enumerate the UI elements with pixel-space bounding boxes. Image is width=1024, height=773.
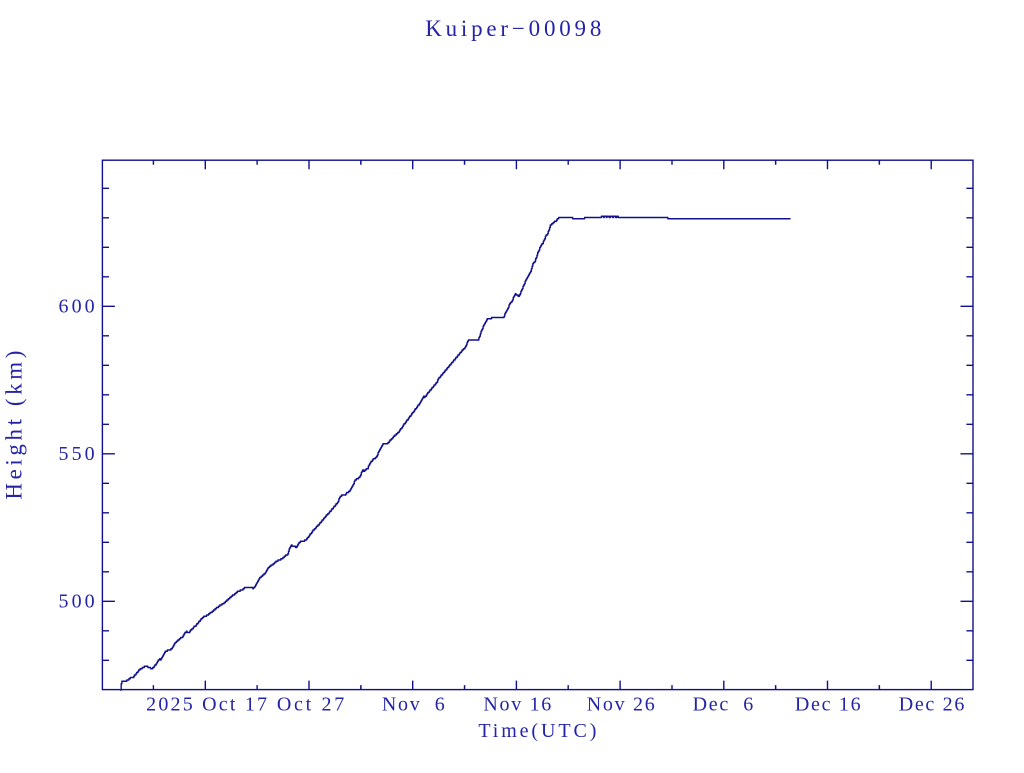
svg-text:Kuiper−00098: Kuiper−00098 — [425, 16, 605, 41]
svg-text:Dec 26: Dec 26 — [899, 693, 966, 715]
svg-text:600: 600 — [58, 296, 97, 318]
svg-text:Nov 6: Nov 6 — [382, 693, 447, 715]
svg-text:Oct 27: Oct 27 — [277, 693, 347, 715]
svg-text:Nov 16: Nov 16 — [483, 693, 553, 715]
svg-text:Nov 26: Nov 26 — [587, 693, 657, 715]
svg-text:2025 Oct 17: 2025 Oct 17 — [146, 693, 269, 715]
svg-text:550: 550 — [58, 443, 97, 465]
svg-text:Dec 16: Dec 16 — [795, 693, 862, 715]
svg-text:500: 500 — [58, 591, 97, 613]
svg-text:Dec 6: Dec 6 — [693, 693, 755, 715]
svg-text:Time(UTC): Time(UTC) — [478, 720, 599, 742]
svg-text:Height (km): Height (km) — [2, 347, 27, 500]
